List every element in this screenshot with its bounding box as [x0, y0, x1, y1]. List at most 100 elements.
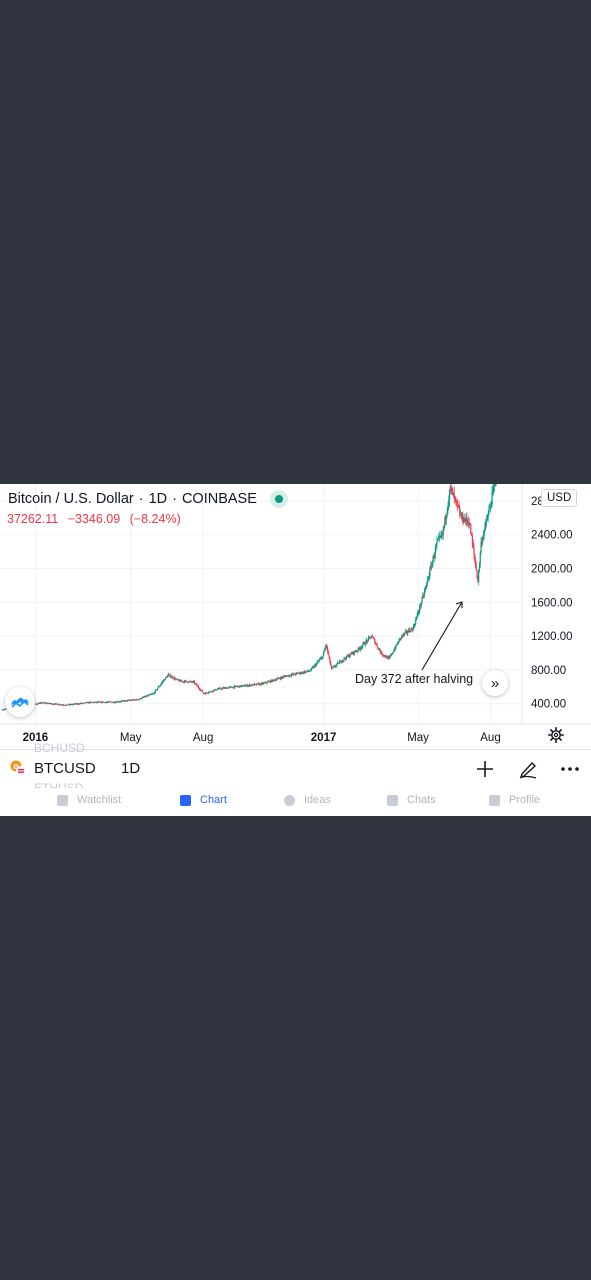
- candle-body: [130, 700, 132, 702]
- candle-body: [378, 648, 380, 650]
- y-tick-label: 2400.00: [531, 530, 573, 542]
- candle-body: [396, 644, 398, 646]
- legend-title[interactable]: Bitcoin / U.S. Dollar · 1D · COINBASE: [8, 490, 288, 508]
- price-scale[interactable]: 400.00 800.00 1200.00 1600.00 2000.00 2400.00…: [531, 496, 573, 711]
- candle-body: [82, 702, 85, 704]
- candle-body: [119, 701, 121, 703]
- candle-body: [355, 651, 357, 653]
- candle-body: [118, 701, 120, 703]
- candle-body: [423, 591, 425, 596]
- tab-watchlist[interactable]: Watchlist: [57, 794, 121, 806]
- candle-body: [397, 642, 399, 645]
- candle-body: [230, 686, 233, 688]
- candle-body: [113, 701, 115, 703]
- candle-body: [275, 679, 277, 681]
- candle-body: [353, 650, 355, 654]
- candle-body: [64, 705, 66, 707]
- candle-body: [372, 636, 374, 638]
- candle-body: [120, 701, 122, 702]
- chart-area[interactable]: 400.00 800.00 1200.00 1600.00 2000.00 2400.00…: [0, 484, 591, 744]
- candle-body: [142, 696, 144, 698]
- candle-body: [174, 677, 176, 680]
- drawing-pen-icon[interactable]: [518, 759, 538, 779]
- tab-chats[interactable]: Chats: [387, 794, 436, 806]
- candle-body: [271, 679, 274, 682]
- candle-body: [132, 699, 134, 701]
- candle-body: [435, 545, 437, 548]
- plus-icon[interactable]: [475, 759, 495, 779]
- candle-body: [376, 644, 378, 647]
- candle-body: [290, 674, 292, 676]
- candle-body: [204, 692, 207, 695]
- candle-body: [141, 697, 144, 699]
- candle-body: [356, 650, 359, 652]
- candle-body: [356, 650, 358, 652]
- more-options-icon[interactable]: [560, 759, 580, 779]
- candle-body: [189, 681, 191, 683]
- tab-chart[interactable]: Chart: [180, 794, 227, 806]
- candle-body: [79, 703, 81, 705]
- candle-body: [436, 540, 438, 546]
- candle-body: [403, 633, 405, 635]
- candle-body: [155, 689, 157, 691]
- candle-body: [100, 701, 102, 703]
- tradingview-logo-icon[interactable]: [5, 687, 35, 717]
- candle-body: [274, 679, 277, 681]
- price-chart[interactable]: 400.00 800.00 1200.00 1600.00 2000.00 2400.00…: [0, 484, 591, 749]
- candle-body: [242, 685, 244, 687]
- candle-body: [466, 517, 468, 522]
- candle-body: [56, 703, 59, 705]
- candle-body: [243, 685, 245, 687]
- candle-body: [61, 704, 63, 706]
- market-status-icon[interactable]: [269, 490, 288, 508]
- candle-body: [456, 501, 459, 506]
- candle-body: [320, 657, 322, 659]
- candle-body: [467, 521, 469, 523]
- candle-body: [193, 681, 195, 683]
- candle-body: [445, 517, 447, 520]
- candle-body: [477, 577, 479, 582]
- candle-body: [300, 673, 303, 674]
- candle-body: [105, 702, 107, 704]
- time-scale[interactable]: 2016 May Aug 2017 May Aug: [23, 732, 501, 744]
- candle-body: [437, 537, 440, 540]
- candle-body: [308, 671, 311, 673]
- interval-button[interactable]: 1D: [121, 760, 141, 777]
- candle-body: [325, 644, 327, 648]
- candle-body: [371, 636, 374, 638]
- candle-body: [163, 679, 166, 681]
- x-tick-label: Aug: [480, 732, 500, 744]
- tab-label: Chats: [407, 794, 436, 806]
- candle-body: [74, 703, 77, 705]
- candle-body: [197, 686, 200, 688]
- candle-body: [48, 702, 50, 704]
- candle-body: [427, 578, 429, 580]
- candle-body: [433, 556, 435, 558]
- candle-body: [366, 640, 368, 642]
- currency-button[interactable]: USD: [541, 489, 578, 507]
- candle-body: [185, 680, 187, 682]
- candle-body: [38, 703, 40, 704]
- candle-body: [180, 680, 182, 682]
- candle-body: [431, 562, 433, 568]
- tab-profile[interactable]: Profile: [489, 794, 540, 806]
- candle-body: [463, 521, 465, 523]
- candle-body: [341, 660, 344, 662]
- candle-body: [307, 670, 309, 672]
- gear-icon[interactable]: [548, 727, 564, 743]
- candle-body: [173, 677, 175, 679]
- price-change-percent: (−8.24%): [129, 512, 181, 526]
- candle-body: [205, 692, 207, 694]
- candle-body: [250, 684, 252, 686]
- scroll-to-realtime-button[interactable]: »: [482, 670, 508, 696]
- candle-body: [480, 541, 482, 553]
- candle-body: [267, 681, 270, 683]
- candle-body: [420, 602, 422, 607]
- candle-body: [49, 703, 51, 705]
- candle-body: [448, 489, 451, 500]
- candle-body: [359, 648, 361, 650]
- tab-ideas[interactable]: Ideas: [284, 794, 331, 806]
- candle-body: [418, 611, 420, 613]
- symbol-name[interactable]: BTCUSD: [34, 760, 96, 777]
- candle-body: [229, 686, 231, 688]
